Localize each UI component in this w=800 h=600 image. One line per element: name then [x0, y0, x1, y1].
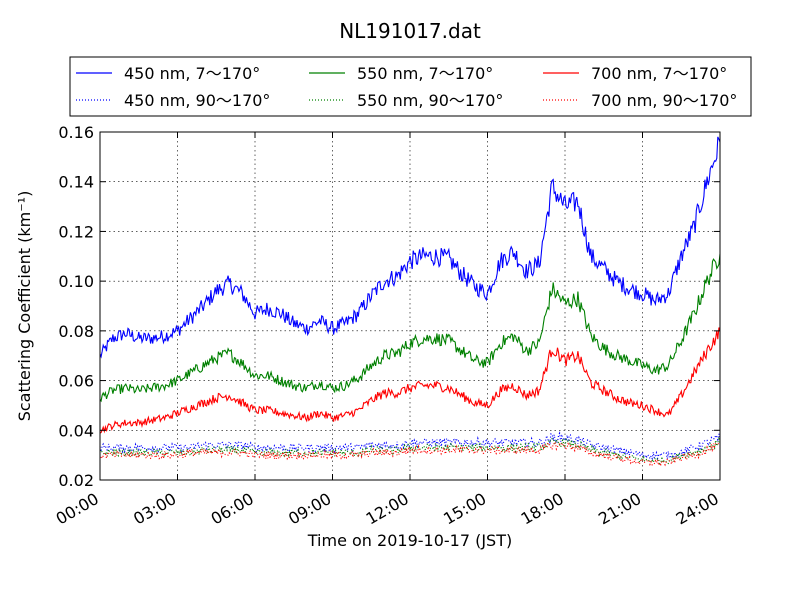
y-tick-label: 0.16: [58, 123, 94, 142]
legend-label: 550 nm, 7～170°: [357, 64, 493, 83]
y-axis: 0.02 0.04 0.06 0.08 0.10 0.12 0.14 0.16: [58, 123, 720, 490]
series-line-5: [99, 436, 721, 465]
chart-title: NL191017.dat: [339, 19, 481, 43]
x-tick-label: 18:00: [518, 489, 567, 529]
y-tick-label: 0.14: [58, 173, 94, 192]
y-tick-label: 0.08: [58, 322, 94, 341]
y-tick-label: 0.10: [58, 272, 94, 291]
series-line-3: [99, 327, 721, 434]
legend-frame: [69, 56, 752, 117]
legend: 450 nm, 7～170° 550 nm, 7～170° 700 nm, 7～17…: [69, 56, 752, 117]
x-tick-label: 15:00: [440, 489, 489, 529]
series-line-6: [99, 440, 721, 468]
x-tick-label: 12:00: [363, 489, 412, 529]
legend-label: 450 nm, 90～170°: [124, 91, 270, 110]
y-tick-label: 0.04: [58, 421, 94, 440]
legend-label: 450 nm, 7～170°: [124, 64, 260, 83]
grid: [100, 132, 720, 480]
y-tick-label: 0.06: [58, 372, 94, 391]
legend-label: 700 nm, 90～170°: [591, 91, 737, 110]
series-lines: [99, 136, 721, 468]
legend-label: 550 nm, 90～170°: [357, 91, 503, 110]
y-axis-label: Scattering Coefficient (km⁻¹): [15, 191, 34, 422]
x-tick-label: 00:00: [53, 489, 102, 529]
legend-label: 700 nm, 7～170°: [591, 64, 727, 83]
x-axis: 00:00 03:00 06:00 09:00 12:00 15:00 18:00 21:00…: [53, 132, 722, 529]
x-tick-label: 21:00: [595, 489, 644, 529]
x-tick-label: 24:00: [673, 489, 722, 529]
series-line-2: [99, 253, 721, 403]
x-tick-label: 03:00: [130, 489, 179, 529]
x-tick-label: 09:00: [285, 489, 334, 529]
y-tick-label: 0.02: [58, 471, 94, 490]
x-axis-label: Time on 2019-10-17 (JST): [307, 531, 512, 550]
x-tick-label: 06:00: [208, 489, 257, 529]
y-tick-label: 0.12: [58, 222, 94, 241]
plot-frame: [99, 131, 721, 481]
series-line-4: [99, 431, 721, 461]
series-line-1: [99, 136, 721, 359]
